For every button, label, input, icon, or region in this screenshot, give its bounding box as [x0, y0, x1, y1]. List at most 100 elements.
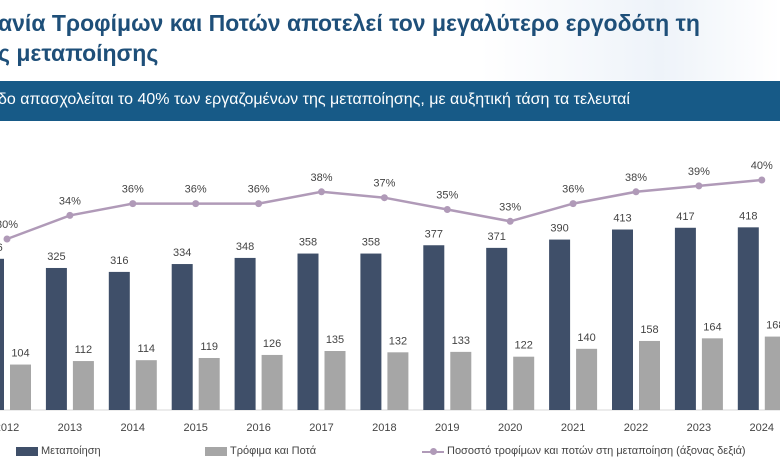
data-label-manufacturing: 417: [676, 211, 694, 223]
data-label-food-drinks: 119: [200, 341, 218, 353]
background-glow: [480, 0, 780, 80]
data-label-food-drinks: 133: [452, 335, 470, 347]
data-label-share: 39%: [688, 166, 710, 178]
bar-manufacturing: [234, 257, 256, 410]
share-point: [632, 188, 640, 196]
data-label-food-drinks: 135: [326, 334, 344, 346]
bar-food-drinks: [387, 352, 409, 410]
data-label-food-drinks: 164: [703, 321, 721, 333]
x-tick-label: 2024: [750, 422, 774, 434]
data-label-manufacturing: 358: [362, 237, 380, 249]
data-label-manufacturing: 371: [488, 231, 506, 243]
bar-food-drinks: [198, 357, 220, 410]
data-label-share: 30%: [0, 219, 18, 231]
share-point: [3, 235, 11, 243]
x-tick-label: 2016: [246, 422, 270, 434]
bar-manufacturing: [612, 229, 633, 410]
bar-manufacturing: [297, 253, 319, 410]
bar-food-drinks: [72, 361, 94, 410]
data-label-manufacturing: 316: [110, 255, 128, 267]
bar-food-drinks: [10, 364, 31, 410]
x-tick-label: 2012: [0, 422, 19, 434]
share-point: [192, 200, 200, 208]
data-label-manufacturing: 334: [173, 247, 191, 259]
data-label-manufacturing: 346: [0, 242, 3, 254]
data-label-share: 35%: [436, 190, 458, 202]
data-label-manufacturing: 358: [299, 237, 317, 249]
x-tick-label: 2022: [624, 422, 648, 434]
share-point: [66, 211, 74, 219]
share-point: [129, 200, 137, 208]
data-label-manufacturing: 418: [739, 210, 757, 222]
share-point: [255, 200, 263, 208]
data-label-food-drinks: 158: [640, 324, 658, 336]
x-tick-label: 2014: [121, 422, 145, 434]
data-label-share: 40%: [751, 160, 773, 172]
x-tick-label: 2019: [435, 422, 459, 434]
legend-label: Τρόφιμα και Ποτά: [230, 445, 317, 457]
x-tick-label: 2023: [687, 422, 711, 434]
title-line-2: ς μεταποίησης: [0, 40, 159, 66]
bar-food-drinks: [324, 351, 346, 410]
bar-manufacturing: [423, 245, 445, 410]
subtitle-banner: δο απασχολείται το 40% των εργαζομένων τ…: [0, 81, 780, 121]
share-point: [318, 188, 325, 196]
x-tick-label: 2020: [498, 422, 522, 434]
data-label-share: 36%: [562, 184, 584, 196]
data-label-food-drinks: 114: [138, 343, 156, 355]
legend-item-share: Ποσοστό τροφίμων και ποτών στη μεταποίησ…: [422, 445, 746, 457]
data-label-manufacturing: 390: [550, 223, 568, 235]
data-label-manufacturing: 325: [47, 251, 65, 263]
page-title: ανία Τροφίμων και Ποτών αποτελεί τον μεγ…: [0, 8, 700, 68]
bar-manufacturing: [549, 239, 571, 410]
share-point: [569, 200, 577, 208]
bar-food-drinks: [701, 338, 723, 410]
x-tick-label: 2013: [58, 422, 82, 434]
bar-food-drinks: [261, 354, 283, 410]
data-label-food-drinks: 112: [75, 344, 93, 356]
data-label-food-drinks: 122: [515, 340, 533, 352]
data-label-share: 36%: [248, 184, 270, 196]
legend-item-food-drinks: Τρόφιμα και Ποτά: [205, 445, 316, 457]
share-point: [758, 176, 766, 184]
x-tick-label: 2015: [183, 422, 207, 434]
bar-food-drinks: [764, 336, 780, 410]
data-label-food-drinks: 140: [577, 332, 595, 344]
bar-food-drinks: [450, 351, 472, 410]
share-point: [506, 217, 514, 225]
legend-label: Μεταποίηση: [41, 445, 101, 457]
x-tick-label: 2017: [309, 422, 333, 434]
bar-manufacturing: [45, 267, 67, 410]
bar-food-drinks: [513, 356, 535, 410]
legend-swatch: [16, 446, 38, 456]
data-label-share: 38%: [625, 172, 647, 184]
bar-manufacturing: [171, 264, 193, 410]
bar-manufacturing: [486, 247, 508, 410]
data-label-manufacturing: 413: [613, 213, 631, 225]
data-label-manufacturing: 377: [425, 228, 443, 240]
data-label-food-drinks: 126: [263, 338, 281, 350]
bar-manufacturing: [737, 227, 759, 410]
data-label-manufacturing: 348: [236, 241, 254, 253]
data-label-share: 36%: [122, 184, 144, 196]
x-tick-label: 2018: [372, 422, 396, 434]
legend-label: Ποσοστό τροφίμων και ποτών στη μεταποίησ…: [447, 445, 746, 457]
legend-line-marker: [422, 447, 444, 456]
share-point: [443, 206, 451, 213]
data-label-food-drinks: 132: [389, 335, 407, 347]
bar-manufacturing: [108, 271, 130, 410]
data-label-share: 37%: [373, 178, 395, 190]
bar-manufacturing: [0, 258, 4, 410]
title-line-1: ανία Τροφίμων και Ποτών αποτελεί τον μεγ…: [0, 10, 700, 36]
bar-manufacturing: [674, 227, 696, 410]
share-point: [695, 182, 703, 190]
bar-food-drinks: [576, 348, 598, 410]
data-label-share: 38%: [310, 172, 332, 184]
x-tick-label: 2021: [561, 422, 585, 434]
bar-food-drinks: [639, 340, 660, 410]
legend-swatch: [205, 446, 227, 456]
data-label-share: 36%: [185, 184, 207, 196]
data-label-share: 34%: [59, 195, 81, 207]
data-label-share: 33%: [499, 201, 521, 213]
